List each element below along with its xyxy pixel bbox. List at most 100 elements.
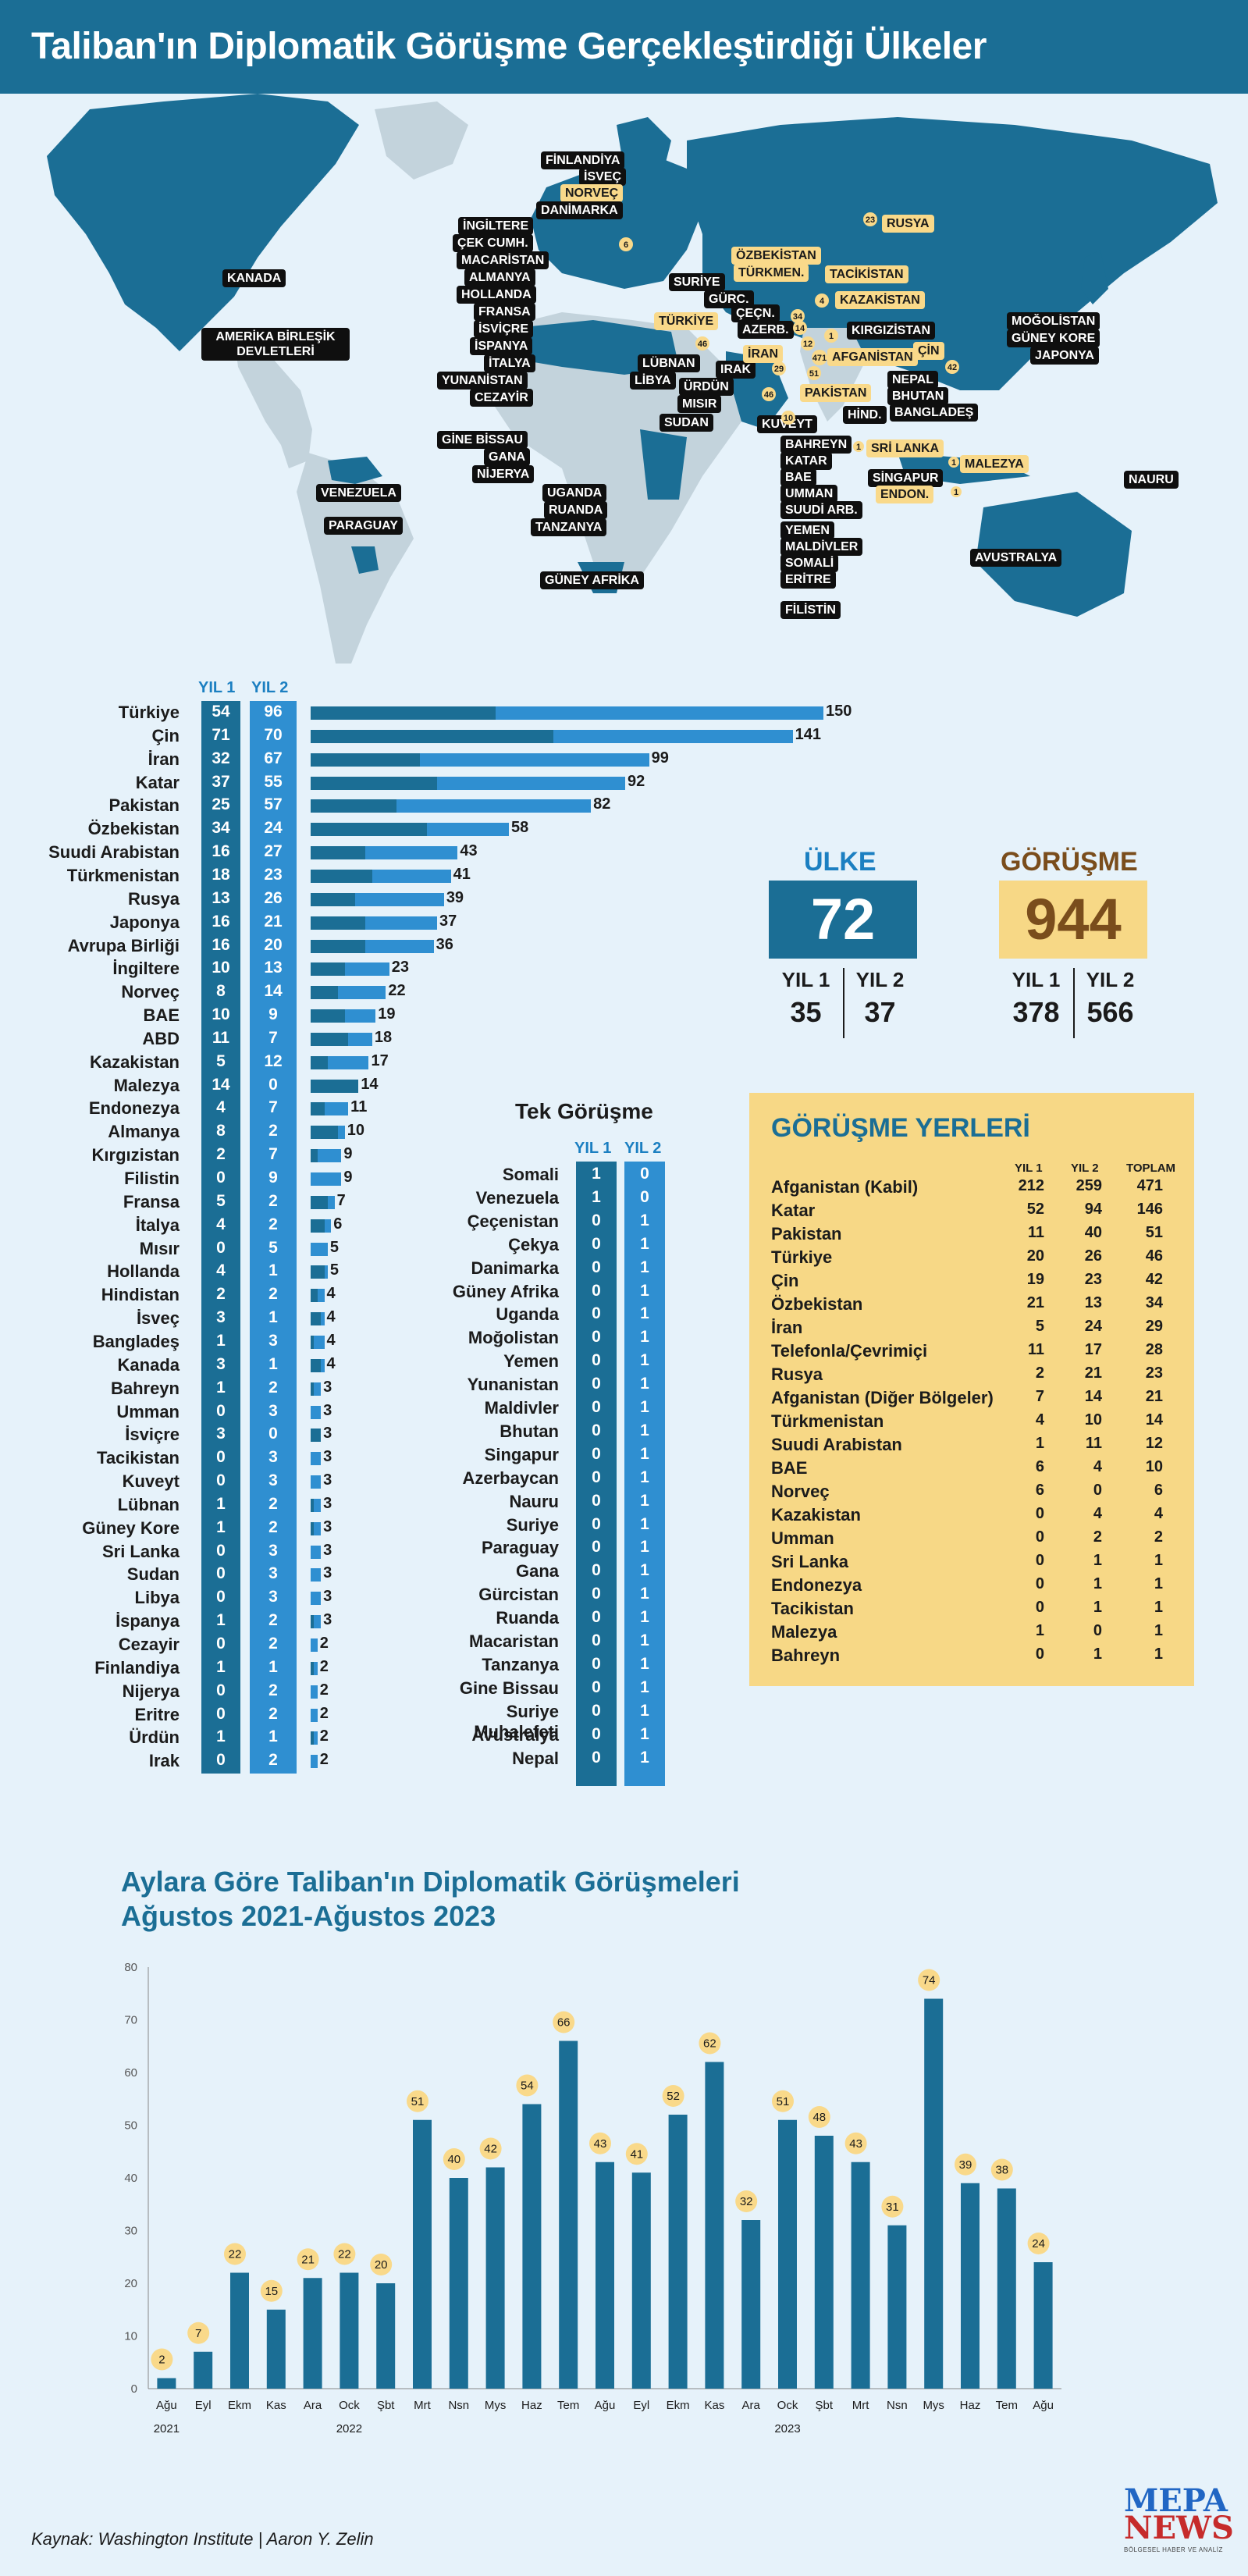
venue-y1: 52 bbox=[1026, 1201, 1044, 1218]
y2-value: 27 bbox=[264, 842, 283, 861]
scandinavia-shape bbox=[617, 117, 671, 187]
country-name: Libya bbox=[134, 1588, 180, 1608]
y2-value: 3 bbox=[268, 1541, 278, 1560]
y2-value: 7 bbox=[268, 1028, 278, 1047]
single-meeting-y1: 0 bbox=[592, 1514, 601, 1533]
y1-value: 54 bbox=[212, 703, 230, 720]
bar-total-label: 3 bbox=[323, 1564, 332, 1582]
country-name: Norveç bbox=[121, 982, 180, 1002]
logo-news: NEWS bbox=[1124, 2510, 1234, 2546]
single-meeting-y1: 1 bbox=[592, 1165, 601, 1183]
bar-y1 bbox=[311, 1032, 349, 1046]
bar-y1 bbox=[311, 1521, 315, 1535]
venue-name: Bahreyn bbox=[771, 1646, 841, 1665]
single-meeting-y2: 1 bbox=[640, 1258, 649, 1276]
country-name: İtalya bbox=[135, 1215, 180, 1235]
venue-name: Umman bbox=[771, 1528, 834, 1548]
map-label: IRAK bbox=[716, 361, 756, 379]
y1-value: 2 bbox=[216, 1145, 226, 1164]
venue-y2: 21 bbox=[1084, 1364, 1102, 1382]
single-meeting-country: Moğolistan bbox=[468, 1328, 559, 1348]
map-label: DANİMARKA bbox=[536, 201, 623, 219]
bar-y2 bbox=[311, 1755, 318, 1769]
venue-total: 34 bbox=[1145, 1294, 1163, 1311]
country-name: Malezya bbox=[113, 1075, 180, 1095]
map-label: ÇEK CUMH. bbox=[453, 234, 533, 252]
y1-value: 0 bbox=[216, 1169, 226, 1187]
bar-y2 bbox=[324, 1219, 332, 1233]
map-label: KATAR bbox=[780, 452, 832, 470]
bar-total-label: 4 bbox=[326, 1285, 336, 1303]
marker bbox=[619, 237, 633, 251]
map-label: İSVEÇ bbox=[579, 168, 627, 186]
map-label: İSVİÇRE bbox=[474, 320, 534, 338]
venue-y1: 5 bbox=[1035, 1318, 1044, 1335]
bar-y1 bbox=[311, 916, 366, 930]
venue-y2: 26 bbox=[1084, 1247, 1102, 1265]
y1-value: 71 bbox=[212, 725, 230, 744]
bar-total-label: 2 bbox=[319, 1635, 329, 1652]
venue-y2: 13 bbox=[1084, 1294, 1102, 1311]
value-badge bbox=[516, 2074, 539, 2097]
bar-y2 bbox=[348, 1032, 372, 1046]
bar-total-label: 3 bbox=[323, 1448, 332, 1466]
venue-name: Katar bbox=[771, 1201, 816, 1220]
map-label: FİLİSTİN bbox=[780, 601, 841, 619]
bar-y2 bbox=[495, 706, 823, 720]
marker-label: 6 bbox=[624, 240, 628, 250]
country-bar-chart: YIL 1 YIL 2 Türkiye 54 96 150 Çin 71 70 141 İran… bbox=[0, 679, 859, 1788]
venue-total: 28 bbox=[1145, 1341, 1163, 1358]
bar-total-label: 3 bbox=[323, 1517, 332, 1535]
month-bar bbox=[522, 2104, 542, 2389]
bar-y1 bbox=[311, 1219, 325, 1233]
bar-total-label: 99 bbox=[651, 749, 669, 767]
country-name: Çin bbox=[151, 725, 180, 745]
venue-total: 51 bbox=[1145, 1224, 1163, 1241]
map-label: TÜRKMEN. bbox=[734, 264, 809, 282]
single-meeting-y1: 0 bbox=[592, 1398, 601, 1416]
value-label: 7 bbox=[195, 2327, 201, 2340]
value-label: 48 bbox=[812, 2111, 826, 2124]
month-label: Nsn bbox=[448, 2399, 469, 2412]
venue-name: Rusya bbox=[771, 1364, 823, 1384]
venue-y1: 212 bbox=[1018, 1177, 1044, 1194]
page-title: Taliban'ın Diplomatik Görüşme Gerçekleşt… bbox=[31, 26, 987, 67]
country-name: Ürdün bbox=[129, 1727, 180, 1748]
marker-label: 34 bbox=[793, 312, 803, 322]
y1-value: 1 bbox=[216, 1494, 226, 1513]
month-label: Mrt bbox=[852, 2399, 869, 2412]
venue-y2: 94 bbox=[1084, 1201, 1102, 1218]
country-name: İngiltere bbox=[112, 959, 180, 979]
marker-label: 23 bbox=[866, 215, 875, 225]
y2-value: 3 bbox=[268, 1471, 278, 1490]
bar-y2 bbox=[354, 892, 444, 906]
kpi-ulke-y1: 35 bbox=[790, 996, 822, 1028]
y1-value: 1 bbox=[216, 1727, 226, 1746]
value-label: 22 bbox=[338, 2248, 351, 2261]
value-badge bbox=[844, 2132, 867, 2154]
map-label: AMERİKA BİRLEŞİK DEVLETLERİ bbox=[201, 328, 350, 361]
bar-y2 bbox=[314, 1335, 325, 1349]
bar-y1 bbox=[311, 1265, 325, 1279]
single-meeting-country: Gine Bissau bbox=[459, 1678, 559, 1698]
bar-y1 bbox=[311, 846, 366, 860]
map-label: MISIR bbox=[677, 395, 722, 413]
map-label: MALEZYA bbox=[960, 455, 1029, 473]
logo-mepa: MEPA bbox=[1124, 2482, 1228, 2519]
country-name: ABD bbox=[142, 1028, 180, 1048]
map-label: ÇİN bbox=[913, 342, 944, 360]
monthly-chart-subtitle: Ağustos 2021-Ağustos 2023 bbox=[121, 1900, 496, 1932]
venue-y1: 0 bbox=[1035, 1552, 1044, 1569]
venue-y2: 0 bbox=[1093, 1482, 1102, 1499]
y2-value: 20 bbox=[264, 935, 283, 954]
venue-y1: 11 bbox=[1027, 1341, 1044, 1358]
y2-value: 3 bbox=[268, 1564, 278, 1583]
single-meeting-y2: 1 bbox=[640, 1748, 649, 1767]
bar-y2 bbox=[365, 916, 438, 930]
month-label: Ekm bbox=[228, 2399, 251, 2412]
single-meeting-y1: 1 bbox=[592, 1187, 601, 1206]
venue-y2: 24 bbox=[1084, 1318, 1102, 1335]
country-name: Fransa bbox=[123, 1191, 180, 1212]
single-meeting-y2: 1 bbox=[640, 1724, 649, 1743]
map-label: FRANSA bbox=[474, 303, 535, 321]
